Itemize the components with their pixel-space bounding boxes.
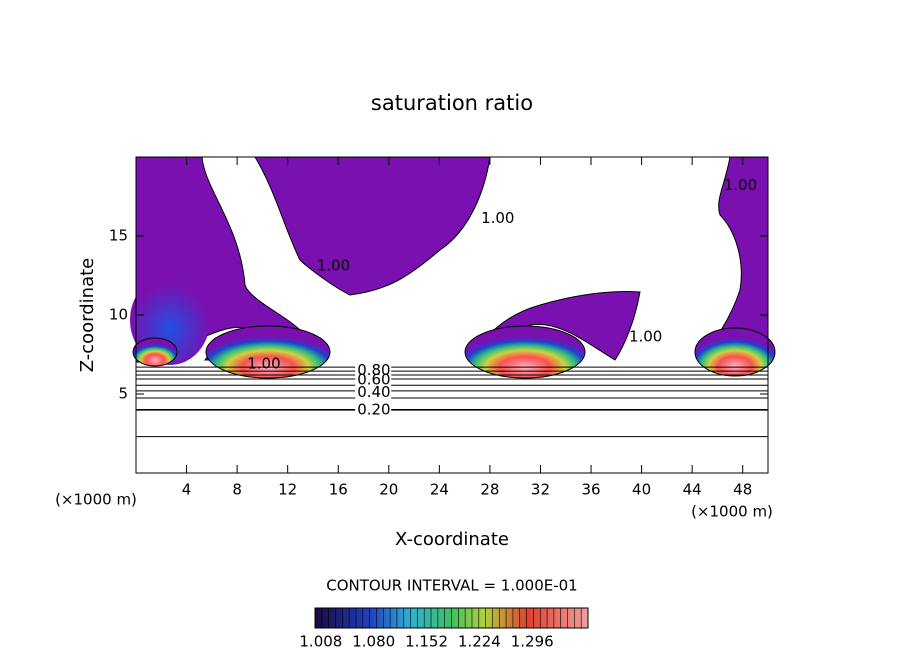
x-tick-label: 48 [733, 481, 752, 499]
region [254, 156, 491, 296]
x-tick-label: 40 [632, 481, 651, 499]
contour-label: 0.80 [357, 361, 390, 379]
region [469, 291, 641, 361]
colorbar-tick-label: 1.296 [511, 633, 554, 651]
contour-label-bg [355, 385, 392, 400]
contour-label-bg [355, 402, 392, 417]
x-unit-label: (×1000 m) [55, 491, 137, 509]
x-tick-label: 24 [430, 481, 449, 499]
contour-label: 0.40 [357, 383, 390, 401]
plot-frame [135, 156, 769, 474]
region [205, 325, 331, 379]
colorbar-tick-label: 1.008 [299, 633, 342, 651]
contour-label-bg [355, 363, 392, 378]
y-tick-label: 10 [109, 306, 128, 324]
x-tick-label: 36 [581, 481, 600, 499]
x-tick-label: 12 [278, 481, 297, 499]
contour-label: 1.00 [247, 354, 280, 372]
x-tick-label: 16 [329, 481, 348, 499]
region [694, 327, 776, 377]
x-tick-label: 44 [683, 481, 702, 499]
colorbar-tick-label: 1.152 [405, 633, 448, 651]
chart-title: saturation ratio [371, 91, 533, 115]
contour-label: 0.60 [357, 370, 390, 388]
marks [136, 157, 768, 473]
x-tick-label: 20 [379, 481, 398, 499]
x-tick-label: 32 [531, 481, 550, 499]
x-tick-label: 28 [480, 481, 499, 499]
field [130, 156, 776, 379]
colorbar-tick-label: 1.080 [352, 633, 395, 651]
colorbar-tick-label: 1.224 [458, 633, 501, 651]
y-axis-label: Z-coordinate [77, 258, 98, 373]
x-tick-label: 8 [232, 481, 242, 499]
region [464, 325, 586, 379]
contour-label: 0.20 [357, 400, 390, 418]
y-tick-label: 5 [118, 385, 128, 403]
region [132, 337, 178, 367]
x-unit-label: (×1000 m) [691, 503, 773, 521]
x-tick-label: 4 [182, 481, 192, 499]
contour-label: 1.00 [481, 209, 514, 227]
contour-interval: CONTOUR INTERVAL = 1.000E-01 [326, 577, 577, 595]
x-axis-label: X-coordinate [395, 529, 509, 550]
y-tick-label: 15 [109, 227, 128, 245]
contour-label: 1.00 [629, 328, 662, 346]
contour-label: 1.00 [317, 257, 350, 275]
contour-label: 1.00 [724, 176, 757, 194]
